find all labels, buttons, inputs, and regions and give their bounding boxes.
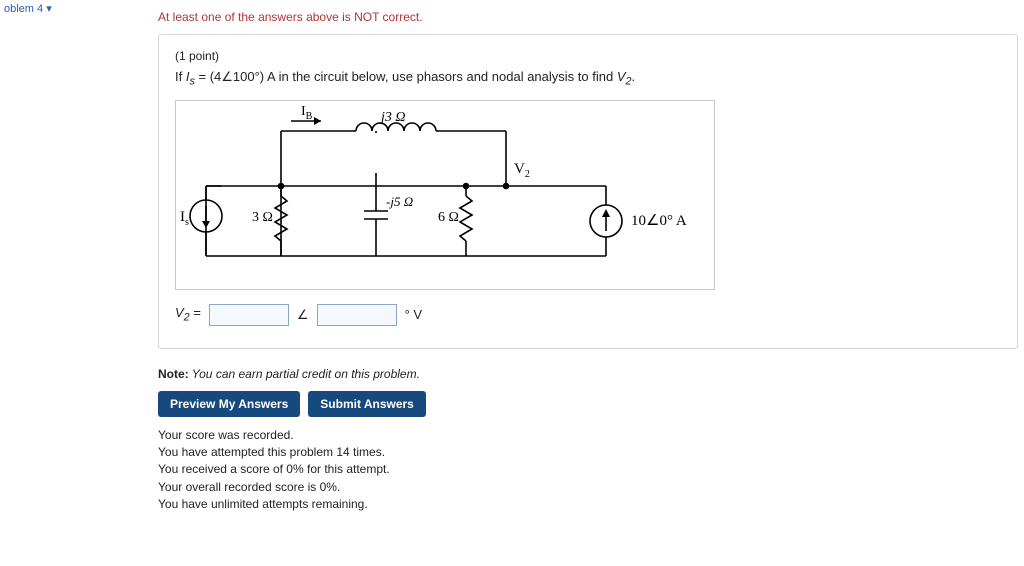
status-line: You received a score of 0% for this atte… (158, 461, 1024, 478)
angle-symbol: ∠ (297, 307, 309, 323)
preview-button[interactable]: Preview My Answers (158, 391, 300, 417)
label-V2: V2 (514, 161, 530, 180)
status-line: You have unlimited attempts remaining. (158, 496, 1024, 513)
content-area: At least one of the answers above is NOT… (158, 0, 1024, 514)
label-src-right: 10∠0° A (631, 213, 687, 229)
answer-var: V2 = (175, 305, 201, 324)
label-neg-j5: -j5 Ω (386, 194, 413, 209)
label-Is: Is (180, 209, 189, 228)
page-root: oblem 4 ▾ At least one of the answers ab… (0, 0, 1024, 566)
problem-box: (1 point) If Is = (4∠100°) A in the circ… (158, 34, 1018, 349)
circuit-svg: IB j3 Ω V2 -j5 Ω 3 Ω 6 Ω Is 10∠0° A (176, 101, 716, 291)
label-IB: IB (301, 104, 313, 122)
answer-unit: ° V (405, 307, 422, 322)
status-line: You have attempted this problem 14 times… (158, 444, 1024, 461)
label-r6: 6 Ω (438, 210, 459, 225)
stmt-prefix: If (175, 69, 186, 84)
points-label: (1 point) (175, 49, 1001, 63)
answer-row: V2 = ∠ ° V (175, 304, 1001, 326)
angle-input[interactable] (317, 304, 397, 326)
note-bold: Note: (158, 367, 189, 381)
status-line: Your score was recorded. (158, 427, 1024, 444)
status-line: Your overall recorded score is 0%. (158, 479, 1024, 496)
problem-nav-link[interactable]: oblem 4 ▾ (0, 0, 56, 17)
label-j3: j3 Ω (379, 110, 406, 125)
partial-credit-note: Note: You can earn partial credit on thi… (158, 367, 1024, 381)
note-text: You can earn partial credit on this prob… (189, 367, 420, 381)
status-block: Your score was recorded. You have attemp… (158, 427, 1024, 514)
stmt-eq: = (4∠100°) A in the circuit below, use p… (195, 69, 617, 84)
error-banner: At least one of the answers above is NOT… (158, 10, 1024, 24)
nav-label: oblem 4 ▾ (4, 3, 52, 15)
magnitude-input[interactable] (209, 304, 289, 326)
circuit-figure: IB j3 Ω V2 -j5 Ω 3 Ω 6 Ω Is 10∠0° A (175, 100, 715, 290)
label-r3: 3 Ω (252, 210, 273, 225)
button-row: Preview My Answers Submit Answers (158, 391, 1024, 417)
problem-statement: If Is = (4∠100°) A in the circuit below,… (175, 69, 1001, 88)
submit-button[interactable]: Submit Answers (308, 391, 426, 417)
stmt-period: . (632, 69, 636, 84)
